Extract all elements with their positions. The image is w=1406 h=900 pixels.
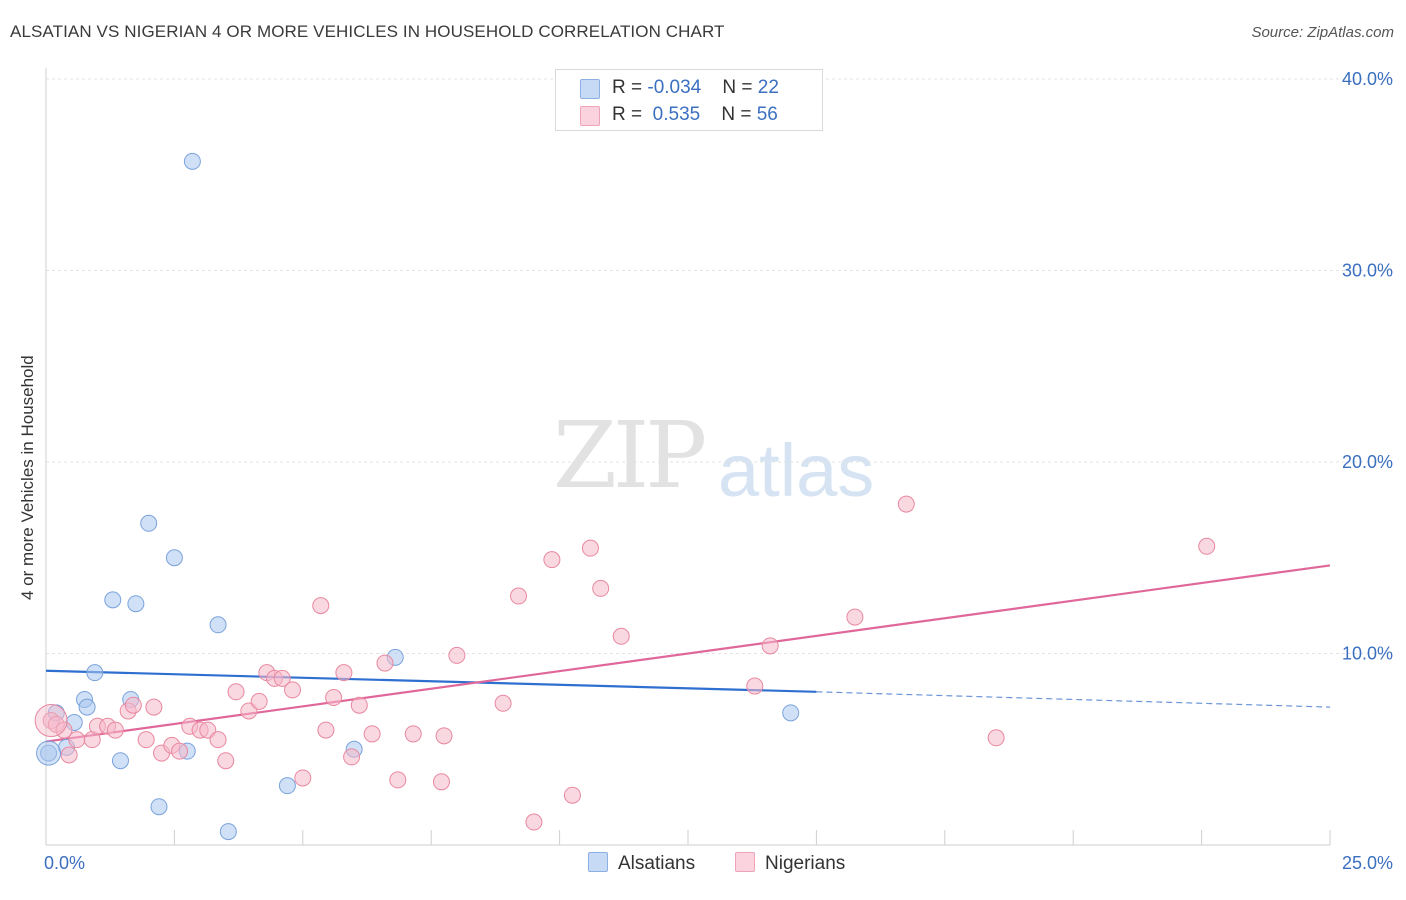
point-nigerians: [137, 731, 155, 749]
point-nigerians: [987, 729, 1005, 747]
legend-r-value: 0.535: [647, 104, 701, 125]
point-nigerians: [543, 551, 561, 569]
point-nigerians: [250, 692, 268, 710]
point-nigerians: [448, 646, 466, 664]
bottom-legend-swatch-alsatians: [588, 852, 608, 872]
bottom-legend-label-alsatians: Alsatians: [618, 853, 696, 874]
chart-source: Source: ZipAtlas.com: [1251, 24, 1394, 41]
point-alsatians: [111, 752, 129, 770]
point-nigerians: [432, 773, 450, 791]
stats-legend: R = -0.034 N = 22 R = 0.535 N = 56: [555, 69, 823, 131]
point-nigerians: [209, 731, 227, 749]
point-nigerians: [325, 689, 343, 707]
point-nigerians: [273, 669, 291, 687]
legend-stats-alsatians: R = -0.034 N = 22: [612, 77, 779, 99]
point-nigerians: [294, 769, 312, 787]
point-nigerians: [494, 694, 512, 712]
trend-line-nigerians: [45, 564, 1331, 743]
watermark-zip: ZIP: [553, 402, 707, 509]
point-nigerians: [171, 742, 189, 760]
point-nigerians: [350, 696, 368, 714]
point-nigerians: [217, 752, 235, 770]
point-nigerians: [897, 495, 915, 513]
point-nigerians: [525, 813, 543, 831]
point-nigerians: [510, 587, 528, 605]
bottom-legend-label-nigerians: Nigerians: [765, 853, 846, 874]
legend-stats-nigerians: R = 0.535 N = 56: [612, 104, 778, 126]
bottom-legend-alsatians: Alsatians: [588, 852, 695, 875]
legend-n-label: N =: [721, 104, 757, 125]
chart-title: ALSATIAN VS NIGERIAN 4 OR MORE VEHICLES …: [10, 22, 725, 41]
point-nigerians: [404, 725, 422, 743]
point-nigerians: [312, 597, 330, 615]
legend-swatch-alsatians: [580, 79, 600, 99]
trend-lines: [45, 564, 1331, 743]
y-tick-label: 20.0%: [1342, 452, 1393, 472]
legend-n-value: 56: [756, 104, 778, 125]
x-tick-label: 25.0%: [1342, 853, 1393, 873]
point-nigerians: [563, 786, 581, 804]
watermark-atlas: atlas: [718, 429, 875, 512]
trend-line-alsatians: [45, 669, 817, 693]
point-nigerians: [389, 771, 407, 789]
y-tick-label: 40.0%: [1342, 69, 1393, 89]
y-axis-label-wrap: 4 or more Vehicles in Household: [18, 355, 44, 900]
legend-r-label: R =: [612, 104, 648, 125]
point-nigerians: [34, 704, 68, 738]
point-alsatians: [278, 777, 296, 795]
point-nigerians: [284, 681, 302, 699]
point-nigerians: [1198, 537, 1216, 555]
y-tick-label: 30.0%: [1342, 261, 1393, 281]
y-tick-label: 10.0%: [1342, 644, 1393, 664]
legend-r-label: R =: [612, 77, 648, 98]
point-nigerians: [761, 637, 779, 655]
point-nigerians: [376, 654, 394, 672]
point-alsatians: [104, 591, 122, 609]
legend-n-label: N =: [722, 77, 758, 98]
point-nigerians: [106, 721, 124, 739]
data-points: [34, 152, 1216, 841]
point-nigerians: [435, 727, 453, 745]
point-alsatians: [140, 514, 158, 532]
point-nigerians: [592, 579, 610, 597]
point-nigerians: [317, 721, 335, 739]
point-alsatians: [183, 152, 201, 170]
point-nigerians: [227, 683, 245, 701]
y-axis-label: 4 or more Vehicles in Household: [18, 355, 37, 600]
bottom-legend-swatch-nigerians: [735, 852, 755, 872]
point-alsatians: [150, 798, 168, 816]
point-nigerians: [343, 748, 361, 766]
legend-swatch-nigerians: [580, 106, 600, 126]
grid-lines: [46, 78, 1392, 654]
point-alsatians: [209, 616, 227, 634]
point-alsatians: [78, 698, 96, 716]
point-nigerians: [68, 731, 86, 749]
point-alsatians: [219, 823, 237, 841]
legend-r-value: -0.034: [647, 77, 702, 98]
point-nigerians: [612, 627, 630, 645]
point-nigerians: [124, 696, 142, 714]
point-nigerians: [846, 608, 864, 626]
tick-labels: 10.0% 20.0% 30.0% 40.0% 0.0% 25.0%: [44, 69, 1393, 873]
point-alsatians: [165, 549, 183, 567]
trend-line-alsatians-extension: [816, 691, 1331, 708]
point-alsatians: [36, 740, 62, 766]
point-nigerians: [363, 725, 381, 743]
point-nigerians: [746, 677, 764, 695]
x-tick-label: 0.0%: [44, 853, 85, 873]
point-alsatians: [127, 595, 145, 613]
axes: [45, 68, 1331, 846]
point-alsatians: [86, 664, 104, 682]
bottom-legend-nigerians: Nigerians: [735, 852, 845, 875]
point-nigerians: [60, 746, 78, 764]
point-nigerians: [335, 664, 353, 682]
legend-n-value: 22: [757, 77, 779, 98]
point-nigerians: [145, 698, 163, 716]
point-nigerians: [581, 539, 599, 557]
point-alsatians: [782, 704, 800, 722]
